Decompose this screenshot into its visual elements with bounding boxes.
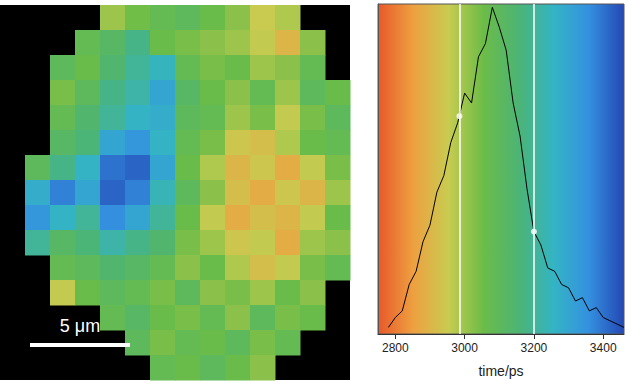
svg-text:5 μm: 5 μm [60,316,100,336]
svg-text:3200: 3200 [521,341,548,355]
svg-text:3400: 3400 [590,341,617,355]
svg-text:2800: 2800 [382,341,409,355]
svg-text:3000: 3000 [451,341,478,355]
svg-text:time/ps: time/ps [478,363,523,379]
